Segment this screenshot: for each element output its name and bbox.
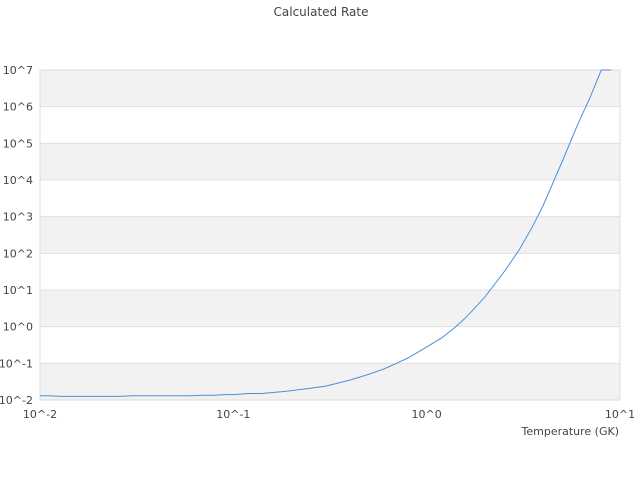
x-tick-label: 10^1: [605, 408, 635, 421]
x-axis-label: Temperature (GK): [521, 425, 620, 438]
y-tick-label: 10^5: [3, 137, 33, 150]
chart-title: Calculated Rate: [274, 5, 369, 19]
grid-band: [40, 290, 620, 327]
y-tick-label: 10^-2: [0, 394, 33, 407]
grid-bands: [40, 70, 620, 400]
x-tick-label: 10^-1: [216, 408, 250, 421]
x-axis-ticks: 10^-2 10^-1 10^0 10^1: [23, 408, 635, 421]
y-tick-label: 10^-1: [0, 357, 33, 370]
x-tick-label: 10^-2: [23, 408, 57, 421]
grid-band: [40, 70, 620, 107]
y-tick-label: 10^4: [3, 174, 33, 187]
grid-band: [40, 216, 620, 254]
grid-band: [40, 363, 620, 400]
series-line: [40, 69, 612, 397]
x-tick-label: 10^0: [412, 408, 442, 421]
grid-lines: [40, 106, 620, 364]
grid-band: [40, 143, 620, 180]
y-tick-label: 10^1: [3, 284, 33, 297]
y-axis-ticks: 10^-2 10^-1 10^0 10^1 10^2 10^3 10^4 10^5 10^6 10…: [0, 64, 33, 407]
plot-frame: [39, 69, 621, 401]
y-tick-label: 10^2: [3, 247, 33, 260]
y-tick-label: 10^7: [3, 64, 33, 77]
y-tick-label: 10^3: [3, 211, 33, 224]
y-tick-label: 10^0: [3, 321, 33, 334]
y-tick-label: 10^6: [3, 101, 33, 114]
